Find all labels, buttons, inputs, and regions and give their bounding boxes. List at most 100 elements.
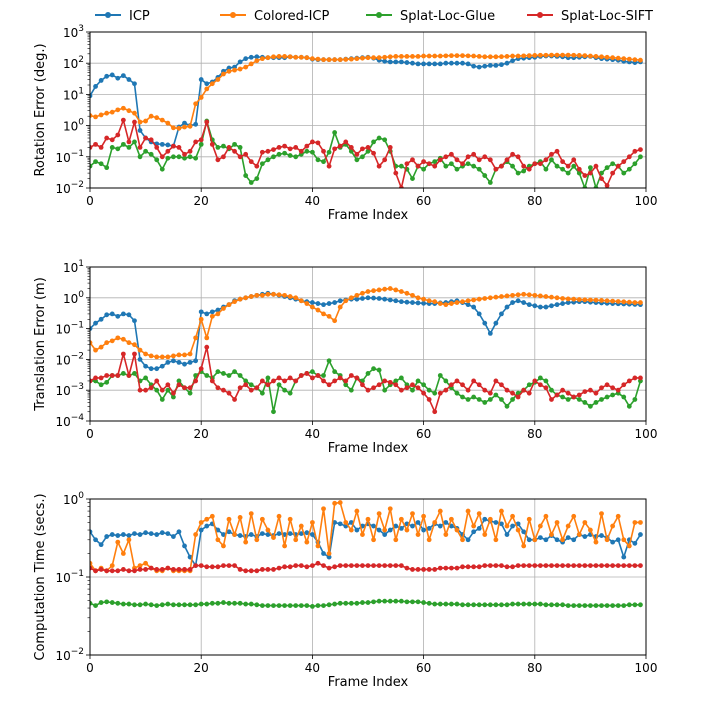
- data-point-splat-loc-glue: [421, 600, 426, 605]
- data-point-splat-loc-glue: [248, 180, 254, 185]
- data-point-splat-loc-sift: [526, 166, 532, 172]
- data-point-splat-loc-sift: [632, 148, 638, 154]
- data-point-colored-icp: [376, 287, 382, 293]
- data-point-splat-loc-sift: [387, 145, 393, 150]
- data-point-splat-loc-sift: [426, 161, 432, 167]
- data-point-splat-loc-glue: [90, 163, 93, 169]
- data-point-icp: [549, 303, 554, 309]
- data-point-icp: [493, 320, 499, 326]
- data-point-splat-loc-sift: [93, 375, 98, 381]
- data-point-colored-icp: [198, 95, 204, 100]
- data-point-splat-loc-glue: [371, 139, 376, 145]
- data-point-colored-icp: [565, 296, 571, 302]
- data-point-splat-loc-sift: [109, 137, 115, 143]
- data-point-splat-loc-sift: [615, 387, 621, 393]
- data-point-splat-loc-glue: [615, 603, 621, 608]
- data-point-splat-loc-glue: [276, 151, 282, 157]
- y-axis-label: Computation Time (secs.): [33, 493, 48, 660]
- data-point-splat-loc-glue: [326, 149, 332, 155]
- data-point-splat-loc-sift: [171, 143, 176, 149]
- data-point-colored-icp: [532, 52, 538, 58]
- data-point-icp: [204, 523, 210, 529]
- data-point-colored-icp: [360, 532, 365, 537]
- data-point-splat-loc-glue: [304, 603, 310, 608]
- data-point-colored-icp: [137, 563, 143, 568]
- data-point-splat-loc-glue: [265, 157, 271, 163]
- data-point-colored-icp: [343, 520, 349, 525]
- data-point-colored-icp: [365, 516, 371, 522]
- data-point-colored-icp: [449, 516, 454, 522]
- data-point-icp: [471, 304, 477, 310]
- data-point-colored-icp: [115, 539, 121, 545]
- data-point-colored-icp: [382, 54, 388, 60]
- data-point-splat-loc-sift: [621, 159, 627, 165]
- data-point-colored-icp: [298, 298, 304, 304]
- data-point-icp: [410, 523, 415, 529]
- data-point-splat-loc-sift: [382, 378, 388, 384]
- y-ticks: 10−2 10−1 100 101 102 103: [55, 24, 90, 196]
- data-point-colored-icp: [387, 506, 393, 512]
- data-point-colored-icp: [537, 52, 543, 58]
- data-point-splat-loc-sift: [588, 170, 593, 176]
- data-point-colored-icp: [182, 124, 187, 130]
- data-point-icp: [426, 525, 432, 531]
- data-point-colored-icp: [193, 335, 199, 341]
- data-point-splat-loc-sift: [576, 563, 582, 568]
- data-point-colored-icp: [493, 54, 499, 60]
- series-line-splat-loc-sift: [90, 346, 641, 413]
- data-point-splat-loc-glue: [254, 602, 260, 608]
- x-ticks: 0 20 40 60 80 100: [86, 188, 657, 208]
- data-point-splat-loc-glue: [460, 602, 465, 608]
- data-point-splat-loc-sift: [159, 387, 165, 393]
- data-point-splat-loc-sift: [90, 145, 93, 150]
- series-line-colored-icp: [90, 501, 641, 572]
- data-point-colored-icp: [415, 532, 421, 537]
- data-point-splat-loc-sift: [293, 563, 299, 568]
- data-point-splat-loc-sift: [120, 117, 126, 123]
- data-point-icp: [398, 59, 404, 65]
- data-point-splat-loc-glue: [371, 599, 376, 605]
- data-point-colored-icp: [154, 115, 160, 121]
- data-point-splat-loc-sift: [571, 563, 577, 568]
- data-point-icp: [237, 533, 243, 538]
- data-point-icp: [404, 299, 410, 305]
- data-point-splat-loc-sift: [226, 390, 232, 396]
- data-point-splat-loc-glue: [271, 409, 276, 415]
- data-point-splat-loc-sift: [98, 145, 104, 150]
- data-point-colored-icp: [182, 352, 187, 358]
- data-point-splat-loc-sift: [315, 560, 321, 566]
- y-tick-label: 100: [63, 491, 84, 507]
- data-point-icp: [371, 523, 376, 529]
- data-point-splat-loc-glue: [115, 146, 121, 152]
- data-point-splat-loc-glue: [465, 397, 471, 402]
- data-point-splat-loc-glue: [98, 161, 104, 167]
- data-point-icp: [410, 300, 415, 305]
- y-tick-label: 101: [63, 86, 84, 102]
- data-point-icp: [398, 525, 404, 531]
- data-point-splat-loc-glue: [354, 157, 360, 163]
- data-point-splat-loc-glue: [137, 154, 143, 160]
- data-point-splat-loc-sift: [437, 565, 443, 571]
- data-point-splat-loc-glue: [293, 154, 299, 160]
- data-point-splat-loc-sift: [465, 154, 471, 160]
- data-point-icp: [115, 533, 121, 538]
- data-point-colored-icp: [321, 506, 326, 512]
- data-point-colored-icp: [204, 516, 210, 522]
- data-point-splat-loc-glue: [576, 603, 582, 608]
- data-point-splat-loc-sift: [504, 564, 510, 570]
- data-point-splat-loc-sift: [632, 563, 638, 568]
- y-axis-label: Translation Error (m): [33, 277, 48, 412]
- data-point-icp: [90, 326, 93, 331]
- data-point-colored-icp: [332, 318, 338, 324]
- x-tick-label: 60: [416, 194, 431, 208]
- x-tick-label: 80: [527, 661, 542, 675]
- series-line-splat-loc-sift: [90, 562, 641, 572]
- data-point-splat-loc-sift: [604, 563, 610, 568]
- data-point-splat-loc-glue: [493, 392, 499, 398]
- data-point-splat-loc-sift: [554, 392, 560, 398]
- data-point-splat-loc-sift: [115, 132, 121, 138]
- data-point-splat-loc-sift: [471, 564, 477, 570]
- data-point-colored-icp: [165, 354, 171, 360]
- data-point-icp: [560, 301, 565, 306]
- data-point-colored-icp: [588, 297, 593, 303]
